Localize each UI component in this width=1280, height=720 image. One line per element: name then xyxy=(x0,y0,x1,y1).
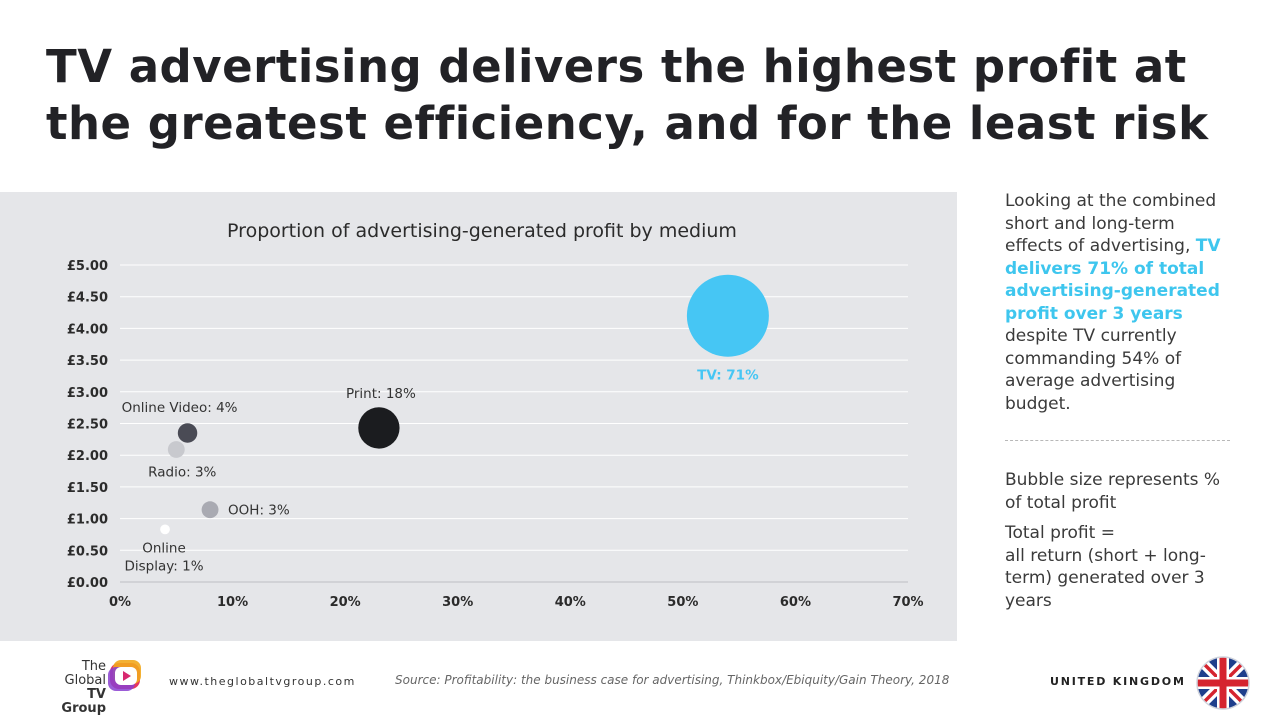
y-tick-label: £2.00 xyxy=(67,449,108,464)
x-tick-label: 10% xyxy=(217,595,248,610)
side-notes: Bubble size represents % of total profit… xyxy=(1005,469,1237,620)
axis-tick-labels: £0.00 £0.50 £1.00 £1.50 £2.00 £2.50 £3.00 £3.50… xyxy=(67,259,924,610)
play-logo-icon xyxy=(108,660,141,691)
y-tick-label: £4.00 xyxy=(67,322,108,337)
logo-line-1: The xyxy=(81,659,106,674)
logo-line-2: Global xyxy=(64,673,106,688)
logo-wordmark: The Global TV Group xyxy=(60,660,106,716)
logo-line-3: TV Group xyxy=(61,687,106,716)
bubble-label: OOH: 3% xyxy=(228,503,290,519)
bubble-label-line: Display: 1% xyxy=(125,558,204,574)
grid-lines xyxy=(120,264,908,583)
x-tick-label: 50% xyxy=(667,595,698,610)
website-link[interactable]: www.theglobaltvgroup.com xyxy=(169,675,356,688)
x-tick-label: 30% xyxy=(442,595,473,610)
bubble xyxy=(686,274,769,357)
slide-title: TV advertising delivers the highest prof… xyxy=(46,40,1209,150)
commentary-outro: despite TV currently commanding 54% of a… xyxy=(1005,326,1182,414)
bubble xyxy=(177,423,198,443)
y-tick-label: £0.00 xyxy=(67,576,108,591)
total-profit-note: Total profit = all return (short + long-… xyxy=(1005,522,1237,612)
x-tick-label: 40% xyxy=(555,595,586,610)
x-tick-label: 70% xyxy=(892,595,923,610)
total-profit-note-line2: all return (short + long-term) generated… xyxy=(1005,545,1206,611)
source-citation: Source: Profitability: the business case… xyxy=(395,673,950,687)
bubbles xyxy=(160,274,769,535)
bubble-chart: Proportion of advertising-generated prof… xyxy=(67,220,924,610)
y-tick-label: £4.50 xyxy=(67,291,108,306)
y-tick-label: £1.50 xyxy=(67,481,108,496)
y-tick-label: £3.50 xyxy=(67,354,108,369)
y-tick-label: £5.00 xyxy=(67,259,108,274)
chart-title: Proportion of advertising-generated prof… xyxy=(227,220,737,242)
bubble-label: TV: 71% xyxy=(697,368,759,384)
global-tv-group-logo: The Global TV Group xyxy=(60,658,150,716)
bubble xyxy=(160,524,170,535)
bubble-label: Print: 18% xyxy=(346,386,416,402)
bubble xyxy=(201,501,219,519)
commentary-intro: Looking at the combined short and long-t… xyxy=(1005,191,1217,256)
x-tick-label: 0% xyxy=(109,595,131,610)
country-label: UNITED KINGDOM xyxy=(1050,675,1186,688)
y-tick-label: £3.00 xyxy=(67,386,108,401)
y-tick-label: £2.50 xyxy=(67,418,108,433)
y-tick-label: £1.00 xyxy=(67,513,108,528)
uk-flag-icon xyxy=(1196,656,1250,710)
bubble-label: Radio: 3% xyxy=(148,464,216,480)
side-divider xyxy=(1005,440,1230,441)
x-tick-label: 60% xyxy=(780,595,811,610)
total-profit-note-line1: Total profit = xyxy=(1005,523,1115,543)
bubble xyxy=(358,407,400,449)
bubble xyxy=(167,441,185,458)
chart-panel: Proportion of advertising-generated prof… xyxy=(0,192,957,641)
y-tick-label: £0.50 xyxy=(67,544,108,559)
bubble-label-line: Online xyxy=(142,540,186,556)
x-tick-label: 20% xyxy=(330,595,361,610)
bubble-labels: TV: 71% Print: 18% Online Video: 4% Radio: … xyxy=(122,368,760,575)
bubble-size-note: Bubble size represents % of total profit xyxy=(1005,470,1221,513)
bubble-label: Online Display: 1% xyxy=(125,540,204,574)
bubble-label: Online Video: 4% xyxy=(122,400,238,416)
side-commentary: Looking at the combined short and long-t… xyxy=(1005,190,1237,415)
commentary-paragraph: Looking at the combined short and long-t… xyxy=(1005,190,1237,415)
commentary-highlight: TV delivers 71% of total advertising-gen… xyxy=(1005,236,1221,324)
